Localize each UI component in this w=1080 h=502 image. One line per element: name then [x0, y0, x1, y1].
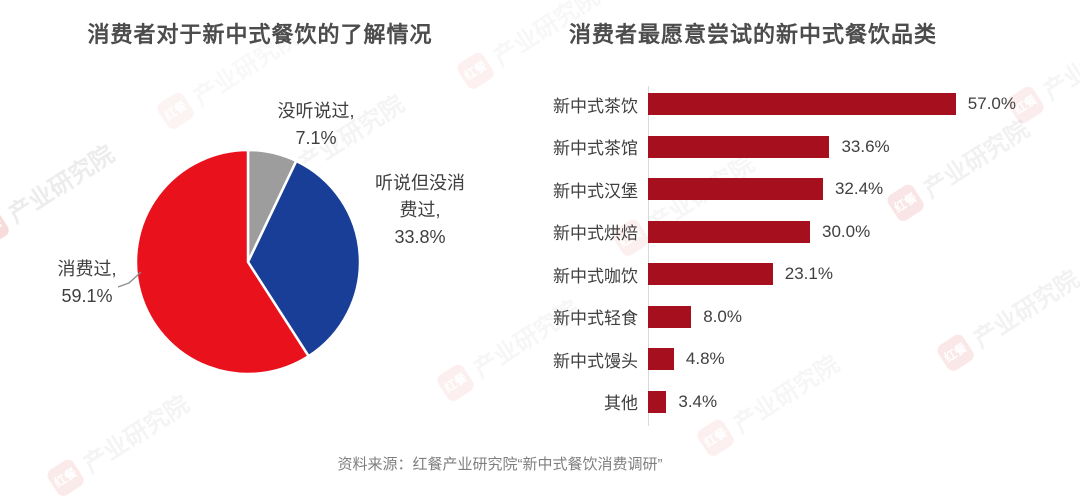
bar-rect: [648, 93, 956, 115]
bar-rect: [648, 390, 667, 413]
bar-value-label: 23.1%: [784, 264, 833, 283]
bar-chart-title: 消费者最愿意尝试的新中式餐饮品类: [568, 22, 937, 47]
pie-label-consumed: 消费过, 59.1%: [32, 256, 142, 310]
bar-axis-line: [648, 86, 649, 426]
pie-chart-title: 消费者对于新中式餐饮的了解情况: [87, 22, 433, 47]
bar-category-label: 新中式轻食: [553, 309, 638, 328]
source-note: 资料来源：红餐产业研究院“新中式餐饮消费调研”: [337, 456, 663, 473]
bar-row: 新中式轻食 8.0%: [528, 304, 742, 330]
bar-category-label: 新中式茶饮: [553, 96, 638, 116]
bar-value-label: 8.0%: [703, 306, 742, 326]
bar-rect: [648, 348, 674, 370]
pie-label-value: 59.1%: [61, 286, 113, 306]
bar-category-label: 新中式烘焙: [553, 224, 638, 243]
bar-rect: [648, 220, 810, 243]
bar-value-label: 57.0%: [967, 94, 1016, 113]
bar-category-label: 其他: [604, 394, 638, 413]
bar-row: 新中式烘焙 30.0%: [528, 219, 870, 245]
pie-label-value: 33.8%: [394, 227, 446, 247]
bar-value-label: 30.0%: [822, 221, 871, 241]
bar-row: 新中式茶馆 33.6%: [528, 134, 890, 160]
bar-category-label: 新中式茶馆: [553, 139, 638, 158]
bar-rect: [648, 305, 692, 328]
bar-row: 新中式咖饮 23.1%: [528, 261, 833, 287]
pie-slice: [134, 148, 310, 376]
pie-label-heard-not-consumed: 听说但没消费过, 33.8%: [372, 170, 468, 251]
bar-row: 新中式馒头 4.8%: [528, 346, 725, 372]
pie-label-name: 没听说过,: [277, 101, 355, 121]
pie-label-name: 消费过,: [57, 259, 117, 279]
pie-label-name: 听说但没消费过,: [375, 173, 465, 220]
bar-value-label: 32.4%: [834, 179, 884, 198]
bar-category-label: 新中式汉堡: [553, 181, 638, 201]
bar-value-label: 4.8%: [685, 349, 725, 368]
bar-value-label: 33.6%: [841, 136, 890, 156]
bar-rect: [648, 263, 773, 285]
bar-value-label: 3.4%: [678, 391, 718, 411]
pie-slice: [246, 159, 362, 358]
bar-rect: [648, 178, 823, 200]
bar-row: 新中式茶饮 57.0%: [528, 91, 1016, 117]
bar-row: 其他 3.4%: [528, 389, 717, 415]
pie-label-never-heard: 没听说过, 7.1%: [256, 98, 376, 152]
pie-chart: [134, 148, 362, 376]
bar-row: 新中式汉堡 32.4%: [528, 176, 883, 202]
pie-label-value: 7.1%: [295, 128, 337, 148]
bar-category-label: 新中式咖饮: [553, 266, 638, 286]
bar-rect: [648, 135, 830, 158]
pie-leader-line: [117, 271, 142, 288]
bar-category-label: 新中式馒头: [553, 351, 638, 371]
